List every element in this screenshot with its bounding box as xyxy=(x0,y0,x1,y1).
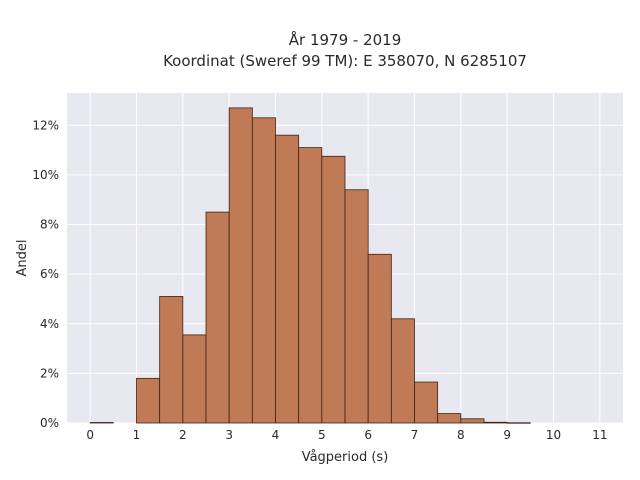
y-tick-label: 2% xyxy=(40,366,59,380)
histogram-bar xyxy=(414,381,439,424)
x-tick-label: 3 xyxy=(225,428,233,442)
histogram-bar xyxy=(228,107,253,424)
y-tick-label: 6% xyxy=(40,267,59,281)
x-tick-label: 7 xyxy=(411,428,419,442)
histogram-bar xyxy=(506,422,531,424)
x-tick-label: 1 xyxy=(133,428,141,442)
x-tick-label: 11 xyxy=(592,428,607,442)
histogram-bar xyxy=(321,155,346,424)
y-tick-label: 8% xyxy=(40,218,59,232)
x-tick-label: 9 xyxy=(503,428,511,442)
histogram-bar xyxy=(390,318,415,424)
histogram-bar xyxy=(344,189,369,424)
x-tick-label: 8 xyxy=(457,428,465,442)
y-tick-label: 4% xyxy=(40,317,59,331)
chart-title-line-2: Koordinat (Sweref 99 TM): E 358070, N 62… xyxy=(163,52,527,70)
histogram-bar xyxy=(460,418,485,424)
y-tick-label: 12% xyxy=(32,118,59,132)
histogram-bar xyxy=(159,296,184,424)
histogram-bar xyxy=(437,413,462,424)
x-tick-label: 5 xyxy=(318,428,326,442)
histogram-bar xyxy=(298,147,323,424)
y-axis-label: Andel xyxy=(15,240,30,277)
x-tick-label: 6 xyxy=(364,428,372,442)
histogram-bar xyxy=(136,377,161,424)
x-tick-label: 0 xyxy=(86,428,94,442)
x-tick-labels: 0 1 2 3 4 5 6 7 8 9 10 11 xyxy=(86,428,607,442)
x-axis-label: Vågperiod (s) xyxy=(302,450,389,465)
histogram-bar xyxy=(251,117,276,424)
x-tick-label: 2 xyxy=(179,428,187,442)
chart-title-line-1: År 1979 - 2019 xyxy=(289,30,402,49)
y-tick-labels: 0% 2% 4% 6% 8% 10% 12% xyxy=(32,118,59,430)
histogram-bar xyxy=(483,421,508,424)
y-tick-label: 10% xyxy=(32,168,59,182)
histogram-bar xyxy=(205,211,230,424)
histogram-bar xyxy=(275,134,300,424)
histogram-bar xyxy=(367,253,392,424)
histogram-bar xyxy=(182,334,207,424)
bars xyxy=(89,107,531,424)
y-tick-label: 0% xyxy=(40,416,59,430)
histogram-bar xyxy=(89,422,114,424)
x-tick-label: 4 xyxy=(272,428,280,442)
x-tick-label: 10 xyxy=(546,428,561,442)
